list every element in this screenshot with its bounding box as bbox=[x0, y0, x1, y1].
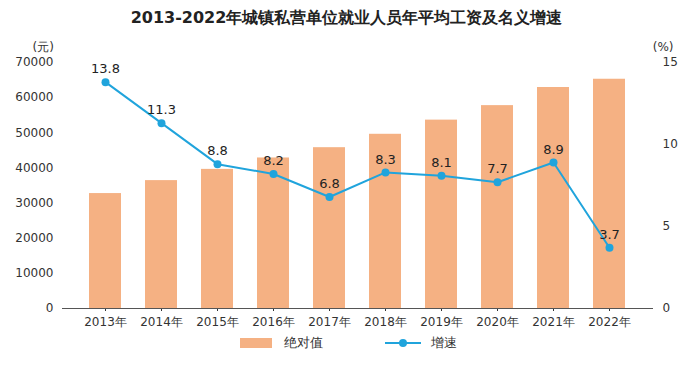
svg-text:13.8: 13.8 bbox=[91, 61, 120, 76]
svg-text:5: 5 bbox=[663, 219, 671, 233]
svg-text:2020年: 2020年 bbox=[476, 315, 519, 329]
svg-text:10: 10 bbox=[663, 137, 678, 151]
html-text:2013-2022年城镇私营单位就业人员年平均工资及名义增速: 2013-2022年城镇私营单位就业人员年平均工资及名义增速 bbox=[130, 8, 563, 27]
svg-text:8.9: 8.9 bbox=[543, 142, 564, 157]
svg-text:30000: 30000 bbox=[15, 196, 53, 210]
svg-text:(元): (元) bbox=[33, 40, 54, 54]
svg-text:8.1: 8.1 bbox=[431, 155, 452, 170]
svg-text:50000: 50000 bbox=[15, 126, 53, 140]
html-text:增速: 增速 bbox=[431, 335, 457, 350]
svg-text:0: 0 bbox=[46, 301, 54, 315]
svg-text:8.3: 8.3 bbox=[375, 152, 396, 167]
svg-text:2017年: 2017年 bbox=[308, 315, 351, 329]
svg-text:20000: 20000 bbox=[15, 231, 53, 245]
svg-text:10000: 10000 bbox=[15, 266, 53, 280]
svg-text:11.3: 11.3 bbox=[147, 102, 176, 117]
svg-text:0: 0 bbox=[663, 301, 671, 315]
svg-text:2015年: 2015年 bbox=[196, 315, 239, 329]
svg-text:2016年: 2016年 bbox=[252, 315, 295, 329]
svg-text:70000: 70000 bbox=[15, 55, 53, 69]
svg-text:7.7: 7.7 bbox=[487, 161, 508, 176]
svg-text:(%): (%) bbox=[653, 40, 674, 54]
svg-text:2014年: 2014年 bbox=[140, 315, 183, 329]
svg-text:2019年: 2019年 bbox=[420, 315, 463, 329]
html-text:绝对值: 绝对值 bbox=[284, 335, 323, 350]
svg-text:8.8: 8.8 bbox=[207, 143, 228, 158]
svg-text:3.7: 3.7 bbox=[599, 227, 620, 242]
svg-text:2018年: 2018年 bbox=[364, 315, 407, 329]
svg-text:2021年: 2021年 bbox=[532, 315, 575, 329]
svg-text:15: 15 bbox=[663, 55, 678, 69]
svg-text:40000: 40000 bbox=[15, 161, 53, 175]
svg-text:60000: 60000 bbox=[15, 90, 53, 104]
svg-text:6.8: 6.8 bbox=[319, 176, 340, 191]
svg-text:2022年: 2022年 bbox=[588, 315, 631, 329]
svg-text:2013年: 2013年 bbox=[84, 315, 127, 329]
svg-text:8.2: 8.2 bbox=[263, 153, 284, 168]
